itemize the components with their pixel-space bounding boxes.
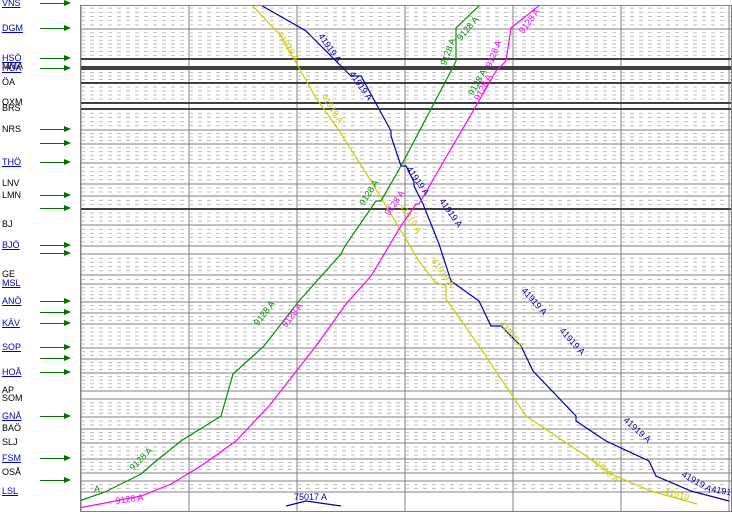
train-label: 41919 A [259,6,292,8]
station-label[interactable]: GNÅ [2,411,22,421]
station-label[interactable]: HOÅ [2,367,22,377]
train-label: A [94,484,100,494]
station-marker-icon [64,205,71,211]
station-marker-line [40,28,64,29]
station-marker-line [40,143,64,144]
station-label: NRS [2,124,21,134]
station-label: ÖA [2,77,15,87]
station-marker-icon [64,344,71,350]
station-marker-icon [64,140,71,146]
train-graph-container: VNSDGMHSÖMMAHÖAÖAOXMBRSNRSTHÖLNVLMNBJBJÖ… [0,0,732,514]
station-marker-icon [64,309,71,315]
station-marker-line [40,58,64,59]
station-marker-line [40,301,64,302]
station-axis: VNSDGMHSÖMMAHÖAÖAOXMBRSNRSTHÖLNVLMNBJBJÖ… [0,0,40,514]
station-label[interactable]: THÖ [2,157,21,167]
station-marker-icon [64,298,71,304]
station-marker-icon [64,126,71,132]
station-label: BRS [2,103,21,113]
station-marker-line [40,458,64,459]
station-marker-line [40,195,64,196]
station-label[interactable]: LSL [2,486,18,496]
station-marker-line [40,129,64,130]
station-marker-line [40,68,64,69]
station-label[interactable]: ANÖ [2,296,22,306]
station-marker-line [40,480,64,481]
station-marker-icon [64,192,71,198]
plot-area: 41919 A41919 A41919 A41919 A41919 A41919… [80,5,732,512]
station-label[interactable]: MSL [2,278,21,288]
station-marker-icon [64,242,71,248]
station-marker-line [40,162,64,163]
station-marker-icon [64,320,71,326]
station-label[interactable]: VNS [2,0,21,8]
station-label: OSÅ [2,467,21,477]
station-marker-icon [64,250,71,256]
station-label: BJ [2,219,13,229]
station-marker-line [40,245,64,246]
station-marker-icon [64,477,71,483]
station-label[interactable]: DGM [2,23,23,33]
station-label[interactable]: SOP [2,342,21,352]
station-label[interactable]: KÄV [2,318,20,328]
station-label[interactable]: FSM [2,453,21,463]
station-label: LNV [2,178,20,188]
station-marker-icon [64,0,71,6]
station-marker-line [40,372,64,373]
station-markers [40,0,80,514]
station-marker-icon [64,369,71,375]
station-label: LMN [2,190,21,200]
station-marker-line [40,358,64,359]
station-marker-line [40,3,64,4]
station-marker-line [40,347,64,348]
station-marker-line [40,208,64,209]
station-marker-line [40,253,64,254]
station-marker-line [40,312,64,313]
station-marker-icon [64,25,71,31]
station-marker-icon [64,413,71,419]
station-marker-line [40,416,64,417]
station-label: BAÖ [2,423,21,433]
station-label[interactable]: BJÖ [2,240,20,250]
station-marker-line [40,323,64,324]
station-label: SLJ [2,437,18,447]
station-marker-icon [64,55,71,61]
station-marker-icon [64,455,71,461]
station-marker-icon [64,159,71,165]
train-label: 75017 A [294,492,327,502]
station-marker-icon [64,65,71,71]
station-label: SOM [2,393,23,403]
station-label[interactable]: HÖA [2,63,22,73]
station-marker-icon [64,355,71,361]
